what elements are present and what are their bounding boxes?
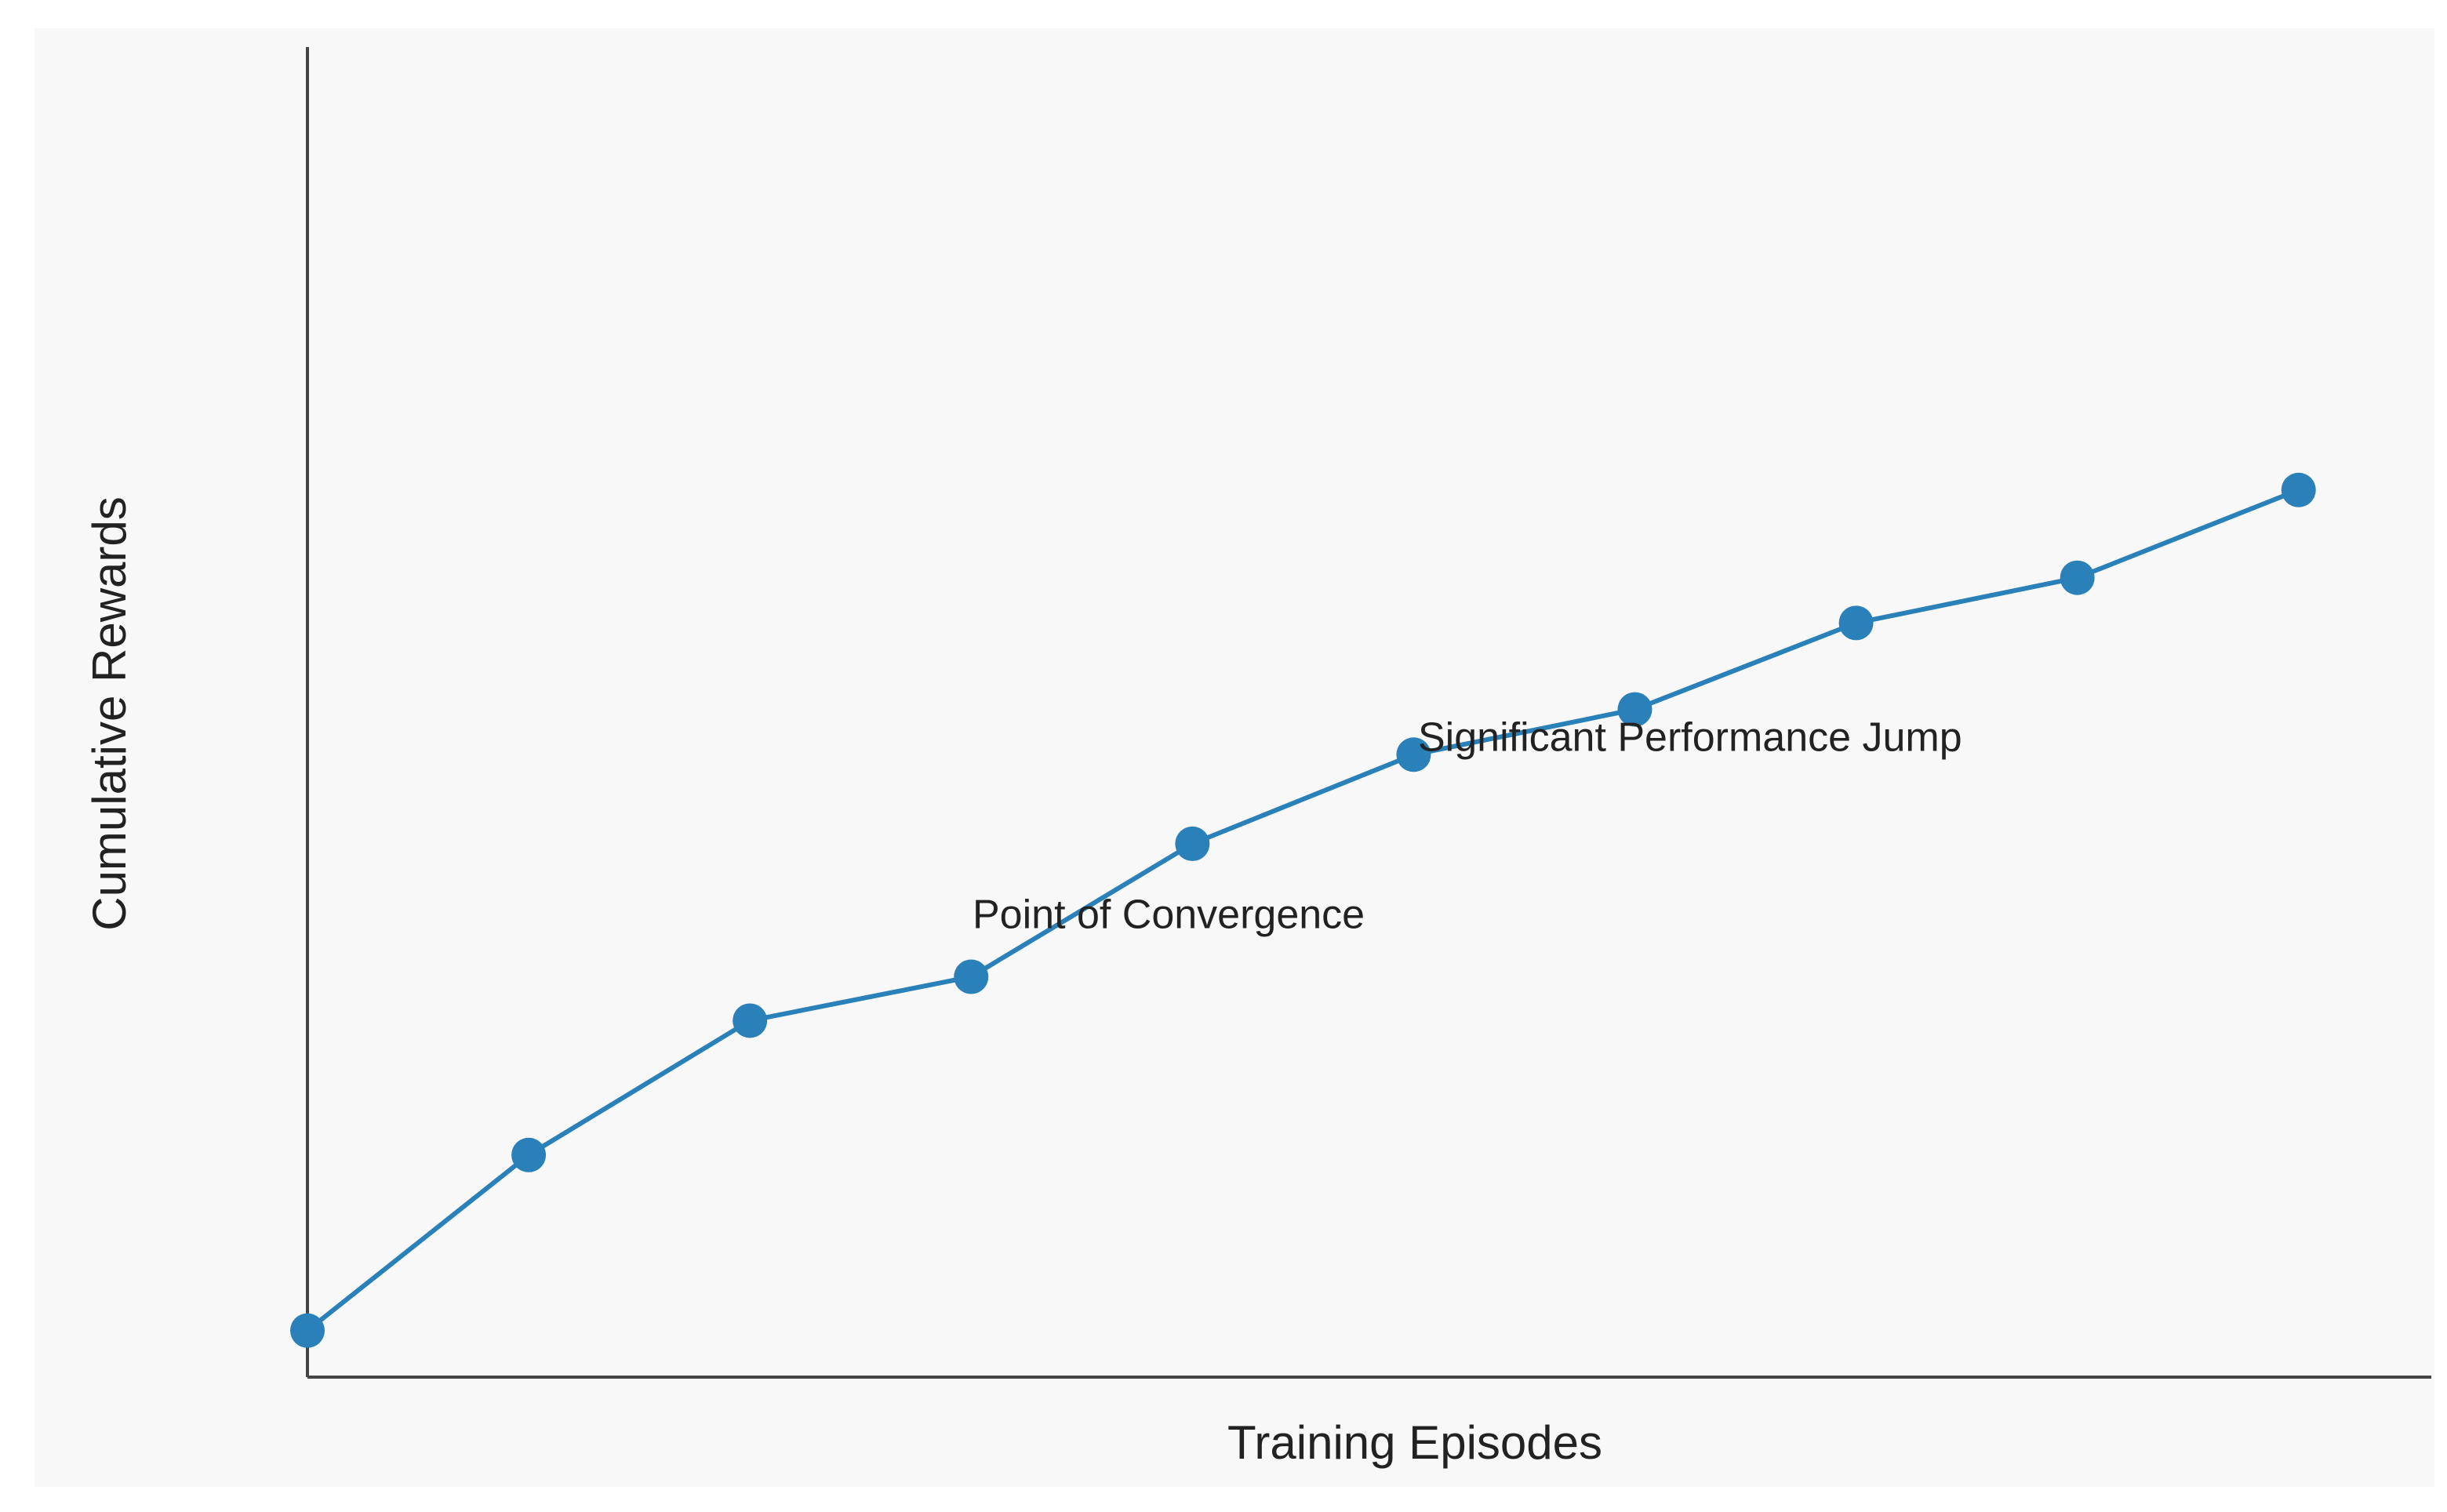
data-point bbox=[733, 1003, 768, 1038]
data-point bbox=[1617, 692, 1653, 727]
annotation: Point of Convergence bbox=[973, 892, 1365, 938]
data-point bbox=[2060, 560, 2095, 595]
y-axis-label: Cumulative Rewards bbox=[83, 496, 136, 931]
data-point bbox=[290, 1313, 325, 1348]
data-point bbox=[511, 1137, 547, 1172]
data-point bbox=[1175, 826, 1210, 861]
data-point bbox=[2281, 472, 2316, 507]
x-axis-label: Training Episodes bbox=[1227, 1416, 1602, 1469]
data-point bbox=[1838, 605, 1874, 641]
plot-background bbox=[35, 28, 2434, 1487]
data-line bbox=[306, 487, 2300, 1332]
annotation: Significant Performance Jump bbox=[1418, 715, 1962, 761]
data-point bbox=[954, 959, 989, 994]
data-point bbox=[1396, 737, 1431, 772]
